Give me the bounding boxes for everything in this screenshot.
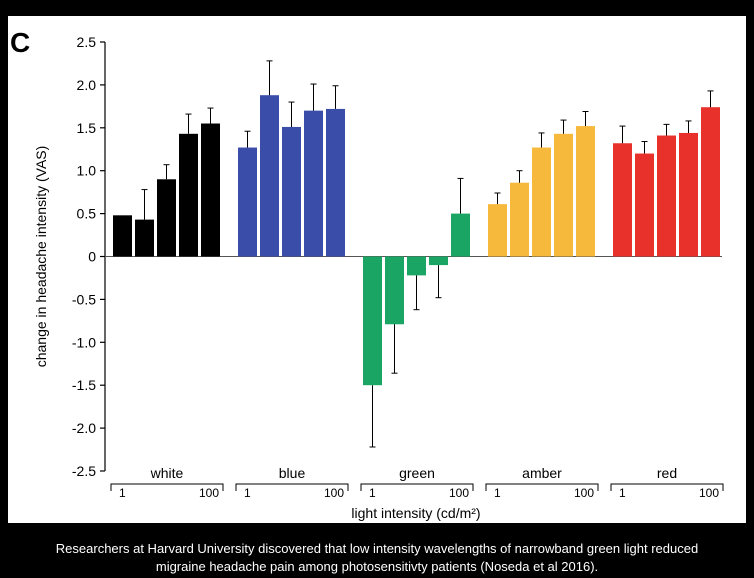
bar-green-3 [407,256,426,276]
group-label-blue: blue [279,465,306,481]
bar-white-3 [157,179,176,257]
bar-blue-5 [326,108,345,257]
group-label-red: red [657,465,677,481]
bar-green-1 [363,256,382,386]
intensity-tick-low: 1 [119,486,126,500]
bar-amber-3 [532,147,551,257]
bar-blue-3 [282,126,301,257]
y-tick-label: 2.0 [77,77,97,93]
bar-amber-2 [510,182,529,257]
caption-line-2: migraine headache pain among photosensit… [155,559,599,574]
bar-green-2 [385,256,404,325]
intensity-tick-high: 100 [449,486,469,500]
y-tick-label: 1.5 [77,120,97,136]
intensity-bracket-red [610,483,724,491]
bar-white-5 [201,123,220,257]
bar-red-2 [635,153,654,257]
intensity-tick-high: 100 [324,486,344,500]
bar-red-5 [701,107,720,257]
intensity-tick-low: 1 [619,486,626,500]
y-tick-label: 2.5 [77,34,97,50]
y-tick-label: -1.0 [72,334,96,350]
intensity-tick-low: 1 [244,486,251,500]
bar-red-4 [679,132,698,257]
intensity-tick-high: 100 [199,486,219,500]
intensity-bracket-amber [485,483,599,491]
bar-blue-4 [304,110,323,257]
intensity-tick-high: 100 [699,486,719,500]
panel-label: C [10,27,30,58]
bar-red-3 [657,135,676,257]
axis-layer: 2.5 2.0 1.5 1.0 0.5 0 -0.5 -1.0 -1.5 -2.0 -2.5 [72,34,724,491]
bar-layer [113,60,720,448]
y-axis-title: change in headache intensity (VAS) [33,146,49,368]
y-tick-label: -0.5 [72,291,96,307]
intensity-bracket-white [110,483,224,491]
figure-caption: Researchers at Harvard University discov… [0,540,754,576]
y-tick-label: 0 [88,249,96,265]
bar-white-1 [113,215,132,257]
intensity-tick-low: 1 [369,486,376,500]
bar-red-1 [613,143,632,257]
x-axis-title: light intensity (cd/m²) [351,505,480,521]
intensity-bracket-blue [235,483,349,491]
bar-chart: 2.5 2.0 1.5 1.0 0.5 0 -0.5 -1.0 -1.5 -2.0 -2.5 Cch… [10,27,724,521]
intensity-bracket-green [360,483,474,491]
group-label-amber: amber [522,465,562,481]
bar-amber-1 [488,204,507,257]
y-tick-label: -2.5 [72,463,96,479]
bar-green-4 [429,256,448,266]
bar-white-2 [135,219,154,257]
intensity-tick-high: 100 [574,486,594,500]
bar-green-5 [451,213,470,257]
y-tick-label: 1.0 [77,163,97,179]
group-label-green: green [399,465,435,481]
intensity-tick-low: 1 [494,486,501,500]
caption-line-1: Researchers at Harvard University discov… [55,541,699,556]
y-tick-label: 0.5 [77,206,97,222]
bar-blue-1 [238,147,257,257]
y-tick-label: -2.0 [72,420,96,436]
bar-amber-4 [554,133,573,257]
group-label-white: white [150,465,184,481]
y-tick-label: -1.5 [72,377,96,393]
bar-white-4 [179,133,198,257]
bar-blue-2 [260,95,279,257]
bar-amber-5 [576,126,595,257]
